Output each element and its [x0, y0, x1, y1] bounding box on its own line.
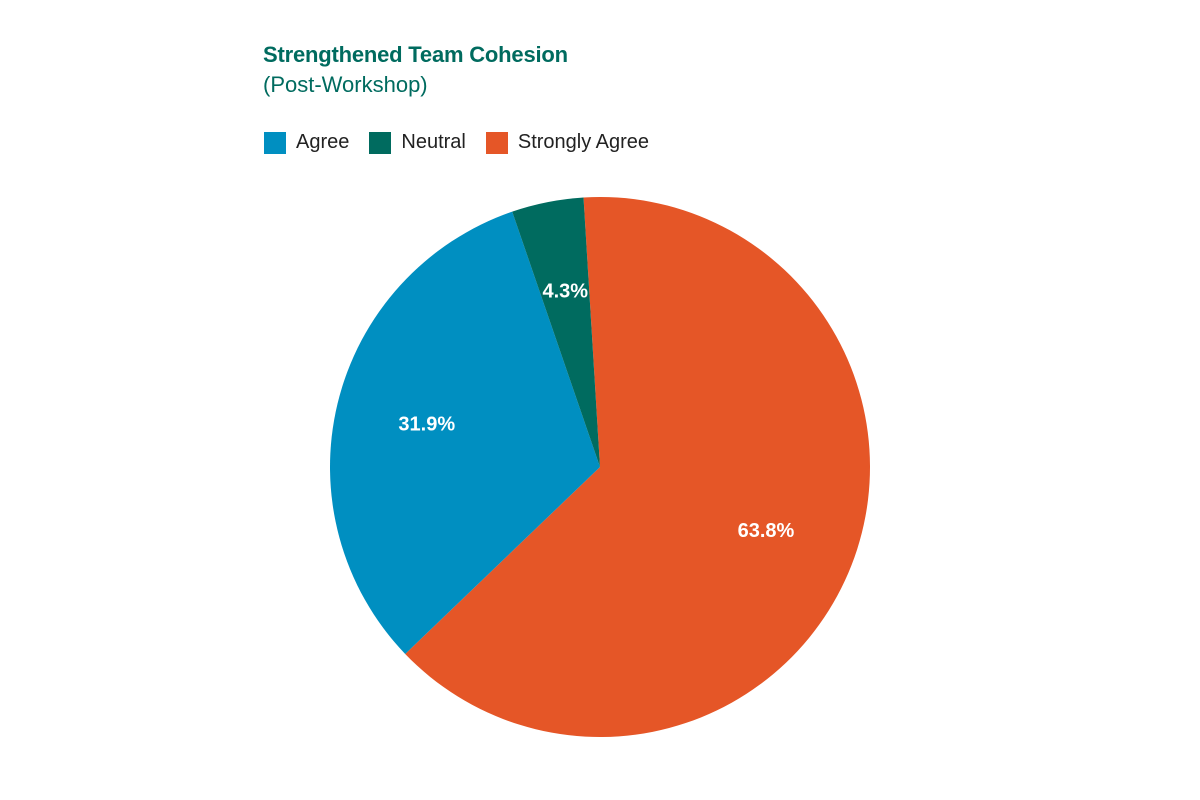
legend-label-agree: Agree	[296, 131, 350, 153]
pie-label-agree: 31.9%	[398, 413, 455, 435]
legend-label-neutral: Neutral	[401, 131, 466, 153]
legend-item-strongly-agree: Strongly Agree	[485, 131, 650, 154]
pie-slice-neutral	[512, 197, 600, 467]
legend-item-neutral: Neutral	[369, 131, 466, 154]
legend-item-agree: Agree	[264, 131, 349, 154]
pie-slice-strongly-agree	[405, 196, 870, 738]
pie-label-strongly-agree: 63.8%	[738, 520, 795, 542]
chart-subtitle: (Post-Workshop)	[263, 72, 428, 97]
legend: Agree Neutral Strongly Agree	[264, 131, 669, 154]
legend-swatch-strongly-agree	[485, 131, 508, 154]
legend-label-strongly-agree: Strongly Agree	[517, 131, 650, 153]
legend-swatch-agree	[264, 131, 286, 154]
legend-swatch-neutral	[369, 131, 392, 154]
chart-title: Strengthened Team Cohesion	[263, 42, 568, 67]
pie-slice-agree	[330, 211, 600, 654]
pie-label-neutral: 4.3%	[542, 280, 588, 302]
